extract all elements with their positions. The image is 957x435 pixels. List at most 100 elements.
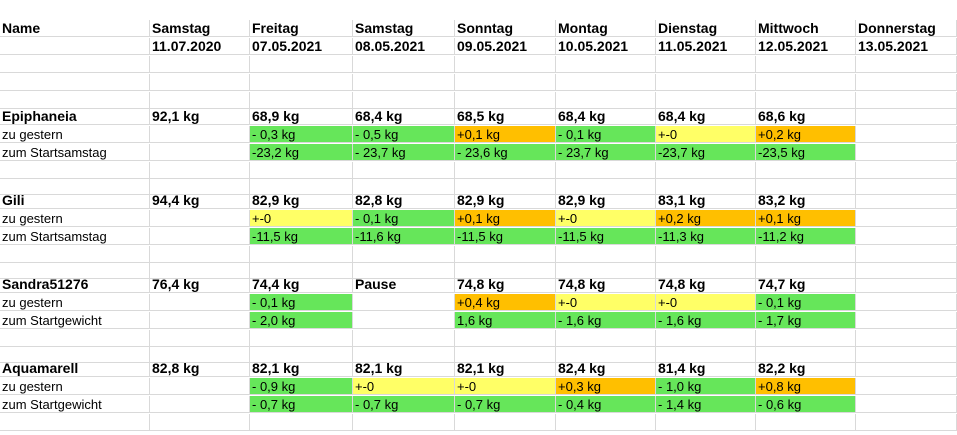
cell[interactable]	[556, 178, 656, 195]
cell[interactable]	[353, 246, 455, 263]
change-value[interactable]: - 0,9 kg	[250, 378, 353, 395]
total-value[interactable]: -11,6 kg	[353, 228, 455, 245]
cell[interactable]	[150, 228, 250, 245]
cell[interactable]	[150, 210, 250, 227]
cell[interactable]	[455, 56, 556, 73]
cell[interactable]	[856, 246, 957, 263]
row-label[interactable]: zum Startgewicht	[0, 312, 150, 329]
cell[interactable]	[150, 330, 250, 347]
weight-value[interactable]: 82,1 kg	[455, 360, 556, 377]
cell[interactable]	[455, 162, 556, 179]
cell[interactable]	[353, 162, 455, 179]
cell[interactable]	[150, 246, 250, 263]
weight-value[interactable]: 82,9 kg	[556, 192, 656, 209]
cell[interactable]	[856, 294, 957, 311]
weight-value[interactable]: 82,2 kg	[756, 360, 856, 377]
cell[interactable]	[353, 262, 455, 279]
change-value[interactable]: +-0	[353, 378, 455, 395]
cell[interactable]	[856, 144, 957, 161]
change-value[interactable]: +-0	[250, 210, 353, 227]
weight-value[interactable]: 82,9 kg	[455, 192, 556, 209]
change-value[interactable]: +0,3 kg	[556, 378, 656, 395]
total-value[interactable]: - 23,6 kg	[455, 144, 556, 161]
cell[interactable]	[856, 276, 957, 293]
cell[interactable]	[856, 210, 957, 227]
person-name[interactable]: Aquamarell	[0, 360, 150, 377]
cell[interactable]	[250, 178, 353, 195]
cell[interactable]	[0, 246, 150, 263]
cell[interactable]	[756, 330, 856, 347]
cell[interactable]	[150, 144, 250, 161]
start-weight[interactable]: 82,8 kg	[150, 360, 250, 377]
weight-value[interactable]: 68,4 kg	[353, 108, 455, 125]
cell[interactable]	[556, 246, 656, 263]
cell[interactable]	[556, 56, 656, 73]
cell[interactable]	[150, 126, 250, 143]
name-header[interactable]: Name	[0, 20, 150, 37]
cell[interactable]	[0, 262, 150, 279]
total-value[interactable]: 1,6 kg	[455, 312, 556, 329]
cell[interactable]	[656, 162, 756, 179]
cell[interactable]	[353, 56, 455, 73]
total-value[interactable]: - 1,7 kg	[756, 312, 856, 329]
cell[interactable]	[150, 312, 250, 329]
date-header[interactable]: 11.07.2020	[150, 38, 250, 55]
cell[interactable]	[656, 74, 756, 91]
weight-value[interactable]: 82,8 kg	[353, 192, 455, 209]
cell[interactable]	[756, 74, 856, 91]
cell[interactable]	[656, 262, 756, 279]
cell[interactable]	[756, 92, 856, 109]
change-value[interactable]: - 0,5 kg	[353, 126, 455, 143]
weight-value[interactable]: 68,5 kg	[455, 108, 556, 125]
weight-value[interactable]: 74,8 kg	[656, 276, 756, 293]
change-value[interactable]: +0,4 kg	[455, 294, 556, 311]
cell[interactable]	[455, 92, 556, 109]
weight-value[interactable]: 82,9 kg	[250, 192, 353, 209]
total-value[interactable]: - 0,7 kg	[250, 396, 353, 413]
date-header[interactable]: 10.05.2021	[556, 38, 656, 55]
total-value[interactable]: - 2,0 kg	[250, 312, 353, 329]
cell[interactable]	[756, 178, 856, 195]
cell[interactable]	[0, 330, 150, 347]
cell[interactable]	[556, 414, 656, 431]
weight-value[interactable]: 82,4 kg	[556, 360, 656, 377]
cell[interactable]	[250, 74, 353, 91]
row-label[interactable]: zum Startgewicht	[0, 396, 150, 413]
cell[interactable]	[353, 178, 455, 195]
cell[interactable]	[756, 162, 856, 179]
cell[interactable]	[250, 56, 353, 73]
cell[interactable]	[150, 162, 250, 179]
cell[interactable]	[455, 246, 556, 263]
cell[interactable]	[0, 74, 150, 91]
total-value[interactable]: -23,5 kg	[756, 144, 856, 161]
cell[interactable]	[656, 246, 756, 263]
person-name[interactable]: Epiphaneia	[0, 108, 150, 125]
weight-value[interactable]: 68,4 kg	[556, 108, 656, 125]
cell[interactable]	[556, 92, 656, 109]
weight-value[interactable]: Pause	[353, 276, 455, 293]
date-header[interactable]: 09.05.2021	[455, 38, 556, 55]
date-header[interactable]: 08.05.2021	[353, 38, 455, 55]
cell[interactable]	[0, 56, 150, 73]
cell[interactable]	[150, 396, 250, 413]
weekday-header[interactable]: Donnerstag	[856, 20, 957, 37]
cell[interactable]	[0, 162, 150, 179]
cell[interactable]	[756, 346, 856, 363]
cell[interactable]	[250, 414, 353, 431]
change-value[interactable]: +-0	[656, 294, 756, 311]
cell[interactable]	[353, 92, 455, 109]
weekday-header[interactable]: Samstag	[353, 20, 455, 37]
cell[interactable]	[0, 92, 150, 109]
cell[interactable]	[353, 414, 455, 431]
cell[interactable]	[353, 346, 455, 363]
cell[interactable]	[250, 346, 353, 363]
cell[interactable]	[0, 38, 150, 55]
cell[interactable]	[150, 294, 250, 311]
total-value[interactable]: -11,5 kg	[556, 228, 656, 245]
weight-value[interactable]: 83,1 kg	[656, 192, 756, 209]
total-value[interactable]: -11,3 kg	[656, 228, 756, 245]
weight-value[interactable]: 74,7 kg	[756, 276, 856, 293]
total-value[interactable]: - 0,4 kg	[556, 396, 656, 413]
person-name[interactable]: Gili	[0, 192, 150, 209]
total-value[interactable]: -23,2 kg	[250, 144, 353, 161]
